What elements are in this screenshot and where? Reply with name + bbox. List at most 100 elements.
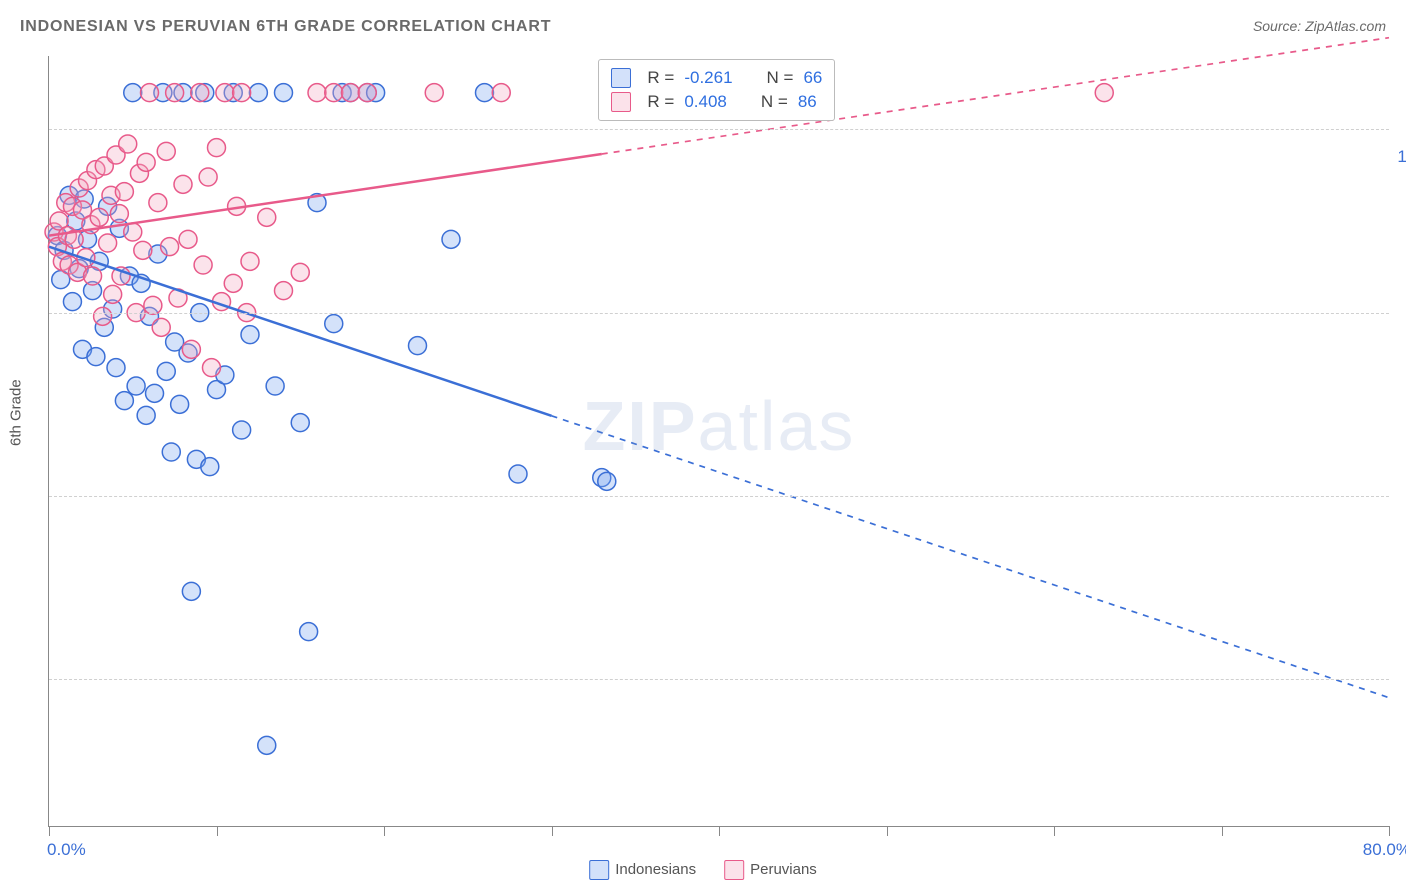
x-tick [1389, 826, 1390, 836]
chart-title: INDONESIAN VS PERUVIAN 6TH GRADE CORRELA… [20, 18, 551, 36]
y-axis-label: 6th Grade [8, 379, 25, 446]
data-point [137, 153, 155, 171]
data-point [99, 234, 117, 252]
data-point [233, 84, 251, 102]
data-point [191, 84, 209, 102]
data-point [157, 362, 175, 380]
data-point [258, 736, 276, 754]
data-point [509, 465, 527, 483]
data-point [134, 241, 152, 259]
x-tick [887, 826, 888, 836]
data-point [492, 84, 510, 102]
data-point [342, 84, 360, 102]
data-point [202, 359, 220, 377]
data-point [358, 84, 376, 102]
data-point [124, 223, 142, 241]
data-point [110, 205, 128, 223]
data-point [476, 84, 494, 102]
data-point [182, 340, 200, 358]
gridline [49, 129, 1389, 130]
data-point [144, 296, 162, 314]
plot-area: ZIPatlas R = -0.261N = 66R = 0.408N = 86… [48, 56, 1389, 827]
data-point [249, 84, 267, 102]
x-tick [49, 826, 50, 836]
data-point [87, 348, 105, 366]
series-legend: Indonesians Peruvians [589, 860, 817, 880]
data-point [598, 472, 616, 490]
data-point [300, 623, 318, 641]
data-point [171, 395, 189, 413]
legend-swatch [611, 92, 631, 112]
data-point [308, 84, 326, 102]
data-point [241, 252, 259, 270]
data-point [1095, 84, 1113, 102]
data-point [149, 194, 167, 212]
series-legend-item: Indonesians [589, 860, 696, 880]
data-point [157, 142, 175, 160]
data-point [325, 315, 343, 333]
data-point [275, 282, 293, 300]
data-point [115, 183, 133, 201]
data-point [115, 392, 133, 410]
legend-n-value: 66 [803, 68, 822, 88]
plot-svg [49, 56, 1389, 826]
x-tick [384, 826, 385, 836]
data-point [137, 406, 155, 424]
data-point [291, 263, 309, 281]
legend-r-label: R = [647, 92, 674, 112]
data-point [84, 267, 102, 285]
data-point [124, 84, 142, 102]
y-tick-label: 100.0% [1397, 147, 1406, 167]
gridline [49, 496, 1389, 497]
data-point [174, 175, 192, 193]
legend-n-label: N = [767, 68, 794, 88]
data-point [141, 84, 159, 102]
x-start-label: 0.0% [47, 840, 86, 860]
data-point [233, 421, 251, 439]
data-point [208, 139, 226, 157]
data-point [425, 84, 443, 102]
legend-n-label: N = [761, 92, 788, 112]
data-point [90, 208, 108, 226]
data-point [275, 84, 293, 102]
correlation-legend-box: R = -0.261 N = 66 R = 0.408 N = 86 [598, 59, 835, 121]
legend-swatch [724, 860, 744, 880]
data-point [194, 256, 212, 274]
data-point [442, 230, 460, 248]
gridline [49, 313, 1389, 314]
data-point [104, 285, 122, 303]
data-point [201, 458, 219, 476]
data-point [162, 443, 180, 461]
data-point [325, 84, 343, 102]
x-tick [217, 826, 218, 836]
series-name: Peruvians [750, 861, 817, 878]
data-point [409, 337, 427, 355]
data-point [199, 168, 217, 186]
legend-swatch [611, 68, 631, 88]
data-point [161, 238, 179, 256]
data-point [107, 359, 125, 377]
data-point [119, 135, 137, 153]
x-end-label: 80.0% [1363, 840, 1406, 860]
x-tick [1054, 826, 1055, 836]
data-point [63, 293, 81, 311]
data-point [182, 582, 200, 600]
legend-swatch [589, 860, 609, 880]
legend-r-label: R = [647, 68, 674, 88]
legend-r-value: 0.408 [684, 92, 727, 112]
x-tick [719, 826, 720, 836]
data-point [266, 377, 284, 395]
legend-r-value: -0.261 [684, 68, 732, 88]
data-point [291, 414, 309, 432]
legend-n-value: 86 [798, 92, 817, 112]
data-point [127, 377, 145, 395]
data-point [179, 230, 197, 248]
data-point [258, 208, 276, 226]
data-point [216, 84, 234, 102]
legend-row: R = 0.408 N = 86 [611, 90, 822, 114]
x-tick [1222, 826, 1223, 836]
series-name: Indonesians [615, 861, 696, 878]
data-point [241, 326, 259, 344]
data-point [94, 307, 112, 325]
data-point [224, 274, 242, 292]
